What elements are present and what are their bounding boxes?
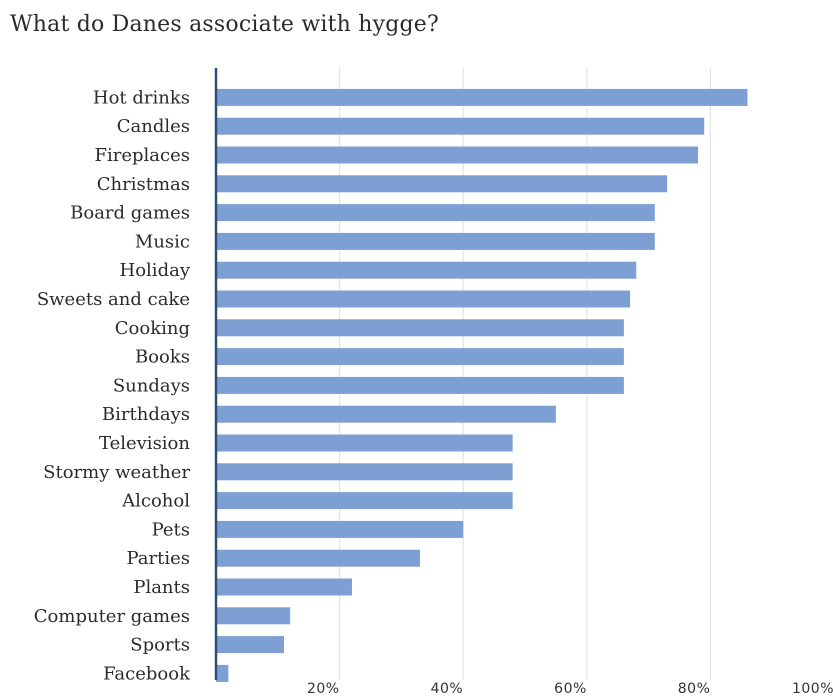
category-label: Holiday [120, 260, 191, 281]
x-tick-label: 40% [431, 681, 464, 696]
category-label: Computer games [34, 606, 190, 627]
bar [216, 664, 229, 682]
bar [216, 492, 513, 510]
category-label: Birthdays [102, 404, 190, 425]
category-label: Sports [130, 635, 190, 656]
category-label: Parties [126, 548, 190, 569]
category-label: Sweets and cake [37, 289, 190, 310]
chart-title: What do Danes associate with hygge? [10, 12, 439, 37]
bar [216, 376, 624, 394]
bar [216, 88, 748, 106]
category-label: Facebook [103, 663, 191, 684]
bar [216, 607, 291, 625]
bar [216, 117, 705, 135]
category-label: Sundays [113, 375, 190, 396]
bar [216, 434, 513, 452]
category-label: Candles [117, 116, 190, 137]
bar [216, 261, 637, 279]
bar [216, 146, 699, 164]
category-label: Books [135, 347, 190, 368]
bar [216, 549, 420, 567]
category-label: Christmas [97, 174, 190, 195]
category-label: Cooking [115, 318, 190, 339]
gridlines [339, 68, 712, 680]
bar [216, 405, 556, 423]
category-label: Alcohol [121, 491, 190, 512]
category-label: Plants [133, 577, 190, 598]
bar [216, 319, 624, 337]
bar [216, 520, 464, 538]
bar [216, 578, 352, 596]
bar [216, 463, 513, 481]
bar [216, 232, 655, 250]
category-label: Television [99, 433, 190, 454]
bar [216, 290, 631, 308]
x-tick-label: 100% [792, 681, 833, 696]
category-label: Board games [70, 203, 190, 224]
bar [216, 348, 624, 366]
bar [216, 204, 655, 222]
category-label: Pets [152, 519, 190, 540]
bars [216, 88, 748, 682]
x-tick-label: 60% [554, 681, 587, 696]
category-label: Stormy weather [43, 462, 190, 483]
category-label: Hot drinks [93, 87, 190, 108]
category-label: Music [135, 231, 190, 252]
x-tick-label: 20% [307, 681, 340, 696]
bar [216, 636, 284, 654]
bar [216, 175, 668, 193]
x-tick-label: 80% [678, 681, 711, 696]
category-label: Fireplaces [95, 145, 190, 166]
x-axis-ticks: 20% 40% 60% 80% 100% [307, 681, 833, 696]
category-labels: Hot drinks Candles Fireplaces Christmas Boar… [34, 87, 191, 684]
